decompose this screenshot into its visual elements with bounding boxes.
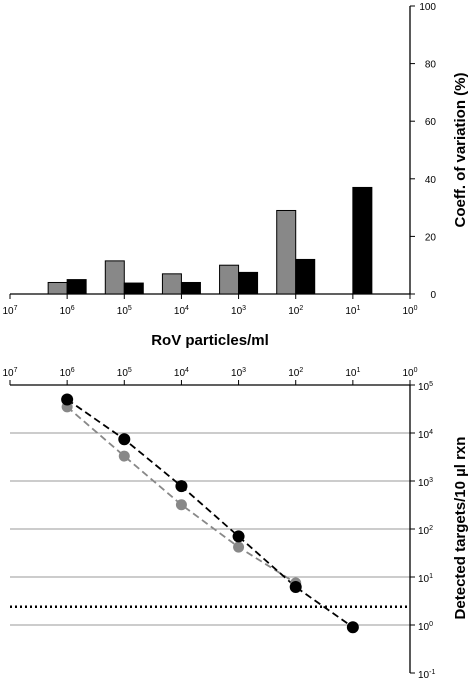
data-point [175,480,188,493]
x-tick-label: 107 [2,305,17,317]
x-tick-label: 107 [2,367,17,379]
x-tick-label: 100 [402,305,417,317]
x-tick-label: 106 [60,367,75,379]
bar [352,186,373,295]
y-axis-title: Detected targets/10 µl rxn [452,437,469,620]
bar [161,273,182,295]
y-tick-label: 104 [418,429,433,441]
bar [47,281,68,295]
x-tick-label: 103 [231,367,246,379]
x-tick-label: 104 [174,305,189,317]
x-tick-label: 102 [288,367,303,379]
bar [276,209,297,295]
y-tick-label: 100 [418,621,433,633]
data-point [346,621,359,634]
data-point [118,450,130,462]
bar [180,281,201,295]
x-tick-label: 100 [402,367,417,379]
bar [66,279,87,295]
x-tick-label: 105 [117,367,132,379]
y-tick-label: 40 [425,175,437,186]
data-point [118,433,131,446]
y-tick-label: 10-1 [418,669,435,681]
bar [104,260,125,295]
x-tick-label: 101 [345,367,360,379]
detected-targets-scatter-chart: 107 106 105 104 103 102 101 1001051041031021011… [2,367,469,681]
bar [219,264,240,295]
series-line [66,406,297,584]
y-tick-label: 0 [430,290,436,301]
data-point [232,530,245,543]
series-line [66,398,354,628]
y-tick-label: 102 [418,525,433,537]
data-point [61,393,74,406]
y-tick-label: 101 [418,573,433,585]
y-tick-label: 105 [418,381,433,393]
y-axis-title: Coeff. of variation (%) [452,72,469,227]
x-axis-title: RoV particles/ml [151,332,269,349]
x-tick-label: 104 [174,367,189,379]
data-point [233,541,245,553]
bar [238,271,259,295]
x-tick-label: 105 [117,305,132,317]
x-tick-label: 101 [345,305,360,317]
coefficient-of-variation-bar-chart: 107 106 105 104 103 102 101 100 0 20 40 60 80 100 RoV … [2,2,469,349]
data-point [289,580,302,593]
y-tick-label: 20 [425,232,437,243]
y-tick-label: 80 [425,60,437,71]
y-tick-label: 103 [418,477,433,489]
y-tick-label: 60 [425,117,437,128]
data-point [175,499,187,511]
bar [295,258,316,295]
x-tick-label: 103 [231,305,246,317]
x-tick-label: 106 [60,305,75,317]
bar [123,282,144,295]
x-tick-label: 102 [288,305,303,317]
y-tick-label: 100 [419,2,436,13]
